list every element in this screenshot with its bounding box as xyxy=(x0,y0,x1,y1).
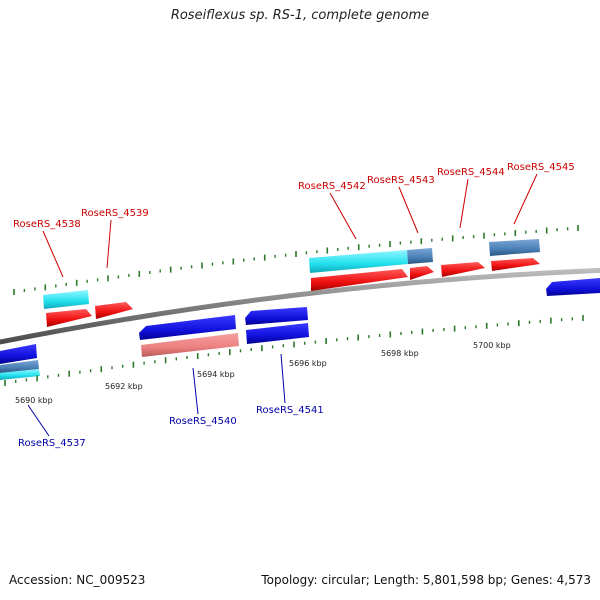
gene-label-roseRS-4541[interactable]: RoseRS_4541 xyxy=(256,405,324,416)
cds-roseRS-4539[interactable] xyxy=(95,302,133,319)
tick-label-5696: 5696 kbp xyxy=(289,359,327,368)
genome-backbone xyxy=(0,267,600,345)
gene-roseRS-4542[interactable] xyxy=(309,250,408,273)
cds-reverse-edge[interactable] xyxy=(546,278,600,296)
map-title: Roseiflexus sp. RS-1, complete genome xyxy=(170,8,430,23)
tick-label-5692: 5692 kbp xyxy=(105,382,143,391)
tick-label-5690: 5690 kbp xyxy=(15,396,53,405)
gene-label-roseRS-4538[interactable]: RoseRS_4538 xyxy=(13,219,81,230)
genome-summary-text: Topology: circular; Length: 5,801,598 bp… xyxy=(261,573,591,587)
gene-roseRS-4537-a[interactable] xyxy=(0,360,39,373)
cds-roseRS-4545[interactable] xyxy=(491,258,540,271)
cds-roseRS-4538[interactable] xyxy=(46,309,92,327)
reverse-leader-lines xyxy=(27,353,286,437)
gene-roseRS-4540[interactable] xyxy=(141,333,239,357)
gene-label-roseRS-4540[interactable]: RoseRS_4540 xyxy=(169,416,237,427)
gene-label-roseRS-4537[interactable]: RoseRS_4537 xyxy=(18,438,86,449)
gene-roseRS-4537-b[interactable] xyxy=(0,369,40,380)
inner-tick-ring xyxy=(4,315,584,386)
gene-roseRS-4545[interactable] xyxy=(489,239,540,256)
tick-label-5694: 5694 kbp xyxy=(197,370,235,379)
cds-roseRS-4542[interactable] xyxy=(311,269,408,291)
gene-roseRS-4541[interactable] xyxy=(246,323,309,344)
tick-label-5700: 5700 kbp xyxy=(473,341,511,350)
accession-text: Accession: NC_009523 xyxy=(9,573,146,587)
outer-tick-ring xyxy=(13,225,579,295)
cds-roseRS-4543[interactable] xyxy=(410,266,434,280)
gene-label-roseRS-4539[interactable]: RoseRS_4539 xyxy=(81,208,149,219)
cds-roseRS-4544[interactable] xyxy=(441,262,485,277)
tick-label-5698: 5698 kbp xyxy=(381,349,419,358)
cds-roseRS-4540[interactable] xyxy=(139,315,236,340)
cds-roseRS-4541[interactable] xyxy=(245,307,308,325)
gene-label-roseRS-4543[interactable]: RoseRS_4543 xyxy=(367,175,435,186)
cds-roseRS-4537[interactable] xyxy=(0,344,37,364)
gene-roseRS-4538[interactable] xyxy=(43,290,89,309)
gene-label-roseRS-4544[interactable]: RoseRS_4544 xyxy=(437,167,505,178)
gene-roseRS-4543[interactable] xyxy=(407,248,433,264)
forward-leader-lines xyxy=(42,173,538,278)
gene-label-roseRS-4545[interactable]: RoseRS_4545 xyxy=(507,162,575,173)
gene-label-roseRS-4542[interactable]: RoseRS_4542 xyxy=(298,181,366,192)
